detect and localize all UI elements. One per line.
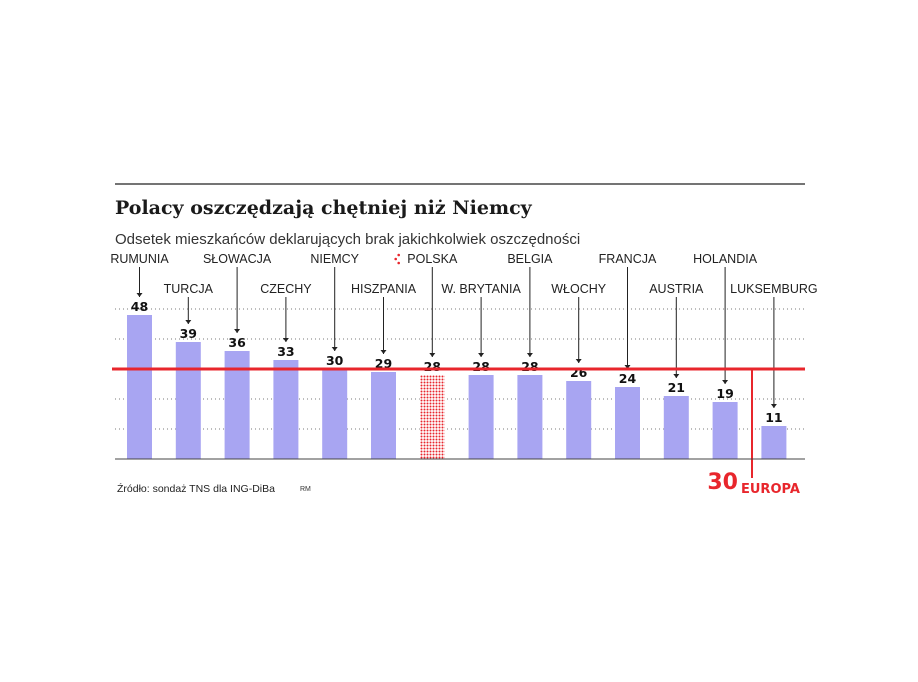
country-label-line: HISZPANIA: [351, 282, 417, 296]
country-label-line: HOLANDIA: [693, 252, 758, 266]
country-label-3: CZECHY: [260, 282, 312, 296]
value-label-11: 21: [668, 380, 685, 395]
connector-arrow-12: [722, 380, 729, 384]
connector-arrow-11: [673, 374, 680, 378]
country-label-11: AUSTRIA: [649, 282, 704, 296]
europe-average-value: 30: [707, 470, 738, 495]
country-label-4: NIEMCY: [310, 252, 359, 266]
country-label-line: POLSKA: [407, 252, 458, 266]
connector-arrow-9: [575, 359, 582, 363]
country-label-line: LUKSEMBURG: [730, 282, 818, 296]
value-label-7: 28: [472, 359, 489, 374]
value-label-5: 29: [375, 356, 392, 371]
country-label-0: RUMUNIA: [110, 252, 169, 266]
connector-arrow-7: [478, 353, 485, 357]
bars: [127, 315, 787, 459]
source-note: Źródło: sondaż TNS dla ING-DiBa: [117, 482, 275, 495]
bar-8: [517, 375, 543, 459]
chart-subtitle: Odsetek mieszkańców deklarujących brak j…: [115, 231, 580, 248]
connector-arrow-8: [526, 353, 533, 357]
polska-marker-dot: [397, 253, 401, 257]
country-label-13: LUKSEMBURG: [730, 282, 818, 296]
polska-marker-dot: [394, 257, 398, 261]
country-label-line: BELGIA: [507, 252, 553, 266]
country-label-8: BELGIA: [507, 252, 553, 266]
bar-13: [761, 426, 787, 459]
value-label-8: 28: [521, 359, 538, 374]
country-label-line: RUMUNIA: [110, 252, 169, 266]
connector-arrow-5: [380, 350, 387, 354]
connector-arrow-1: [185, 320, 192, 324]
value-label-3: 33: [277, 344, 294, 359]
bar-11: [663, 396, 689, 459]
bar-5: [371, 372, 396, 459]
country-label-5: HISZPANIA: [351, 282, 417, 296]
europe-average: 30 EUROPA: [112, 253, 805, 497]
value-label-13: 11: [765, 410, 782, 425]
bar-9: [566, 381, 592, 459]
connector-arrow-0: [136, 293, 143, 297]
bar-1: [175, 342, 201, 459]
value-labels: 48 39 36 33 30 29 28 28 28 26 24 21 19 11: [131, 299, 783, 425]
value-label-0: 48: [131, 299, 148, 314]
country-label-line: FRANCJA: [599, 252, 657, 266]
value-label-2: 36: [228, 335, 246, 350]
country-label-line: TURCJA: [164, 282, 214, 296]
value-label-12: 19: [716, 386, 733, 401]
connector-arrow-4: [331, 347, 338, 351]
bar-3: [273, 360, 299, 459]
country-label-6: POLSKA: [407, 252, 458, 266]
country-label-10: FRANCJA: [599, 252, 657, 266]
connector-arrow-13: [770, 404, 777, 408]
bar-7: [468, 375, 494, 459]
value-label-4: 30: [326, 353, 344, 368]
label-connectors: [136, 267, 777, 408]
connector-arrow-6: [429, 353, 436, 357]
country-label-line: NIEMCY: [310, 252, 359, 266]
value-label-10: 24: [619, 371, 637, 386]
country-label-12: HOLANDIA: [693, 252, 758, 266]
bar-6: [419, 375, 445, 459]
value-label-6: 28: [424, 359, 441, 374]
country-label-1: TURCJA: [164, 282, 214, 296]
connector-arrow-2: [234, 329, 241, 333]
bar-2: [224, 351, 250, 459]
country-label-line: AUSTRIA: [649, 282, 704, 296]
country-label-7: W. BRYTANIA: [441, 282, 521, 296]
author-credit: RM: [300, 486, 311, 493]
country-label-2: SŁOWACJA: [203, 252, 272, 266]
country-label-9: WŁOCHY: [551, 282, 607, 296]
europe-average-label: EUROPA: [741, 482, 800, 497]
country-label-line: SŁOWACJA: [203, 252, 272, 266]
polska-marker-dot: [397, 261, 401, 265]
bar-4: [322, 369, 348, 459]
country-label-line: WŁOCHY: [551, 282, 607, 296]
value-label-1: 39: [180, 326, 197, 341]
connector-arrow-10: [624, 365, 631, 369]
connector-arrow-3: [282, 338, 289, 342]
country-label-line: CZECHY: [260, 282, 312, 296]
bar-0: [127, 315, 152, 459]
country-label-line: W. BRYTANIA: [441, 282, 521, 296]
bar-12: [712, 402, 738, 459]
bar-10: [615, 387, 640, 459]
country-labels: RUMUNIA TURCJA SŁOWACJA CZECHY NIEMCY HISZPAN…: [110, 252, 817, 296]
chart-title: Polacy oszczędzają chętniej niż Niemcy: [115, 197, 533, 219]
value-label-9: 26: [570, 365, 588, 380]
